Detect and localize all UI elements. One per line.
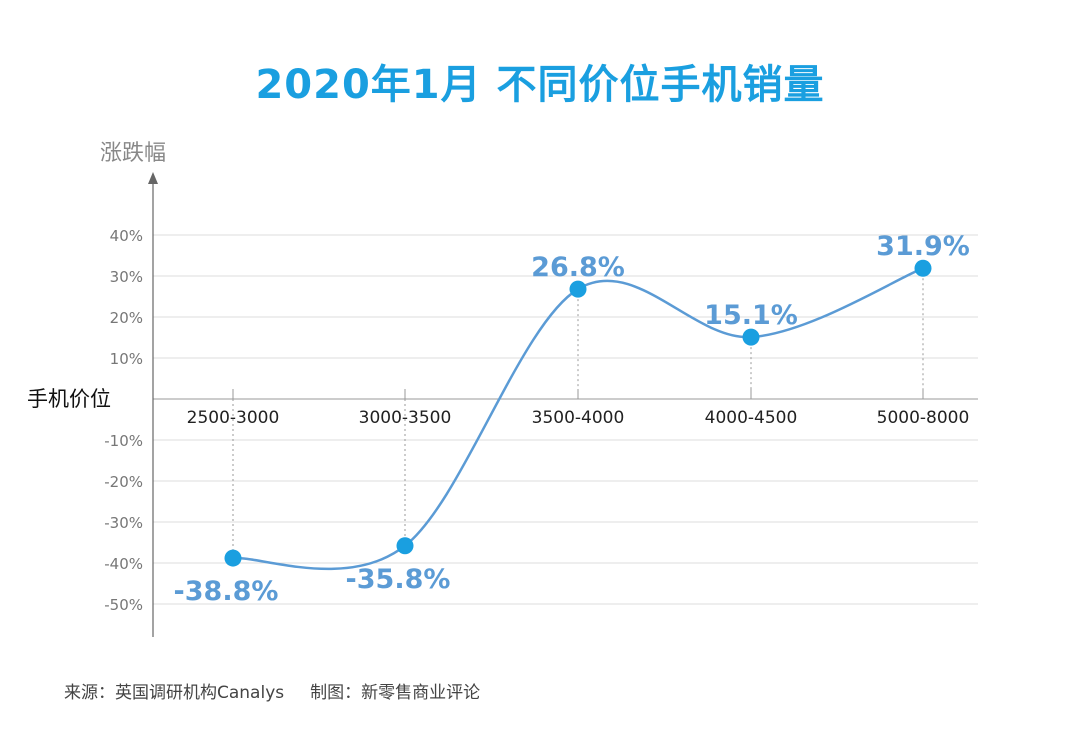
y-tick-label: -40%: [104, 555, 143, 573]
credit-text: 制图：新零售商业评论: [310, 683, 481, 703]
data-point: [224, 549, 242, 567]
y-tick-label: -50%: [104, 596, 143, 614]
x-tick-label: 4000-4500: [705, 408, 798, 428]
data-point: [742, 328, 760, 346]
y-axis-arrow: [148, 172, 158, 184]
x-axis-title: 手机价位: [27, 387, 111, 411]
x-tick-label: 3500-4000: [532, 408, 625, 428]
data-point: [914, 259, 932, 277]
source-note: 来源：英国调研机构Canalys 制图：新零售商业评论: [64, 678, 480, 703]
data-point: [396, 537, 414, 555]
data-label: 15.1%: [704, 300, 798, 331]
x-tick-label: 5000-8000: [877, 408, 970, 428]
x-tick-label: 3000-3500: [359, 408, 452, 428]
y-tick-label: -10%: [104, 432, 143, 450]
y-tick-label: 10%: [110, 350, 143, 368]
y-tick-label: 30%: [110, 268, 143, 286]
data-label: 31.9%: [876, 231, 970, 262]
source-text: 来源：英国调研机构Canalys: [64, 683, 285, 703]
data-point: [569, 280, 587, 298]
chart-title: 2020年1月 不同价位手机销量: [255, 62, 825, 108]
y-tick-label: 40%: [110, 227, 143, 245]
y-tick-label: 20%: [110, 309, 143, 327]
y-axis-title: 涨跌幅: [100, 141, 166, 166]
y-tick-label: -20%: [104, 473, 143, 491]
y-tick-label: -30%: [104, 514, 143, 532]
data-label: 26.8%: [531, 252, 625, 283]
data-label: -35.8%: [346, 564, 451, 595]
data-label: -38.8%: [174, 576, 279, 607]
x-tick-label: 2500-3000: [187, 408, 280, 428]
